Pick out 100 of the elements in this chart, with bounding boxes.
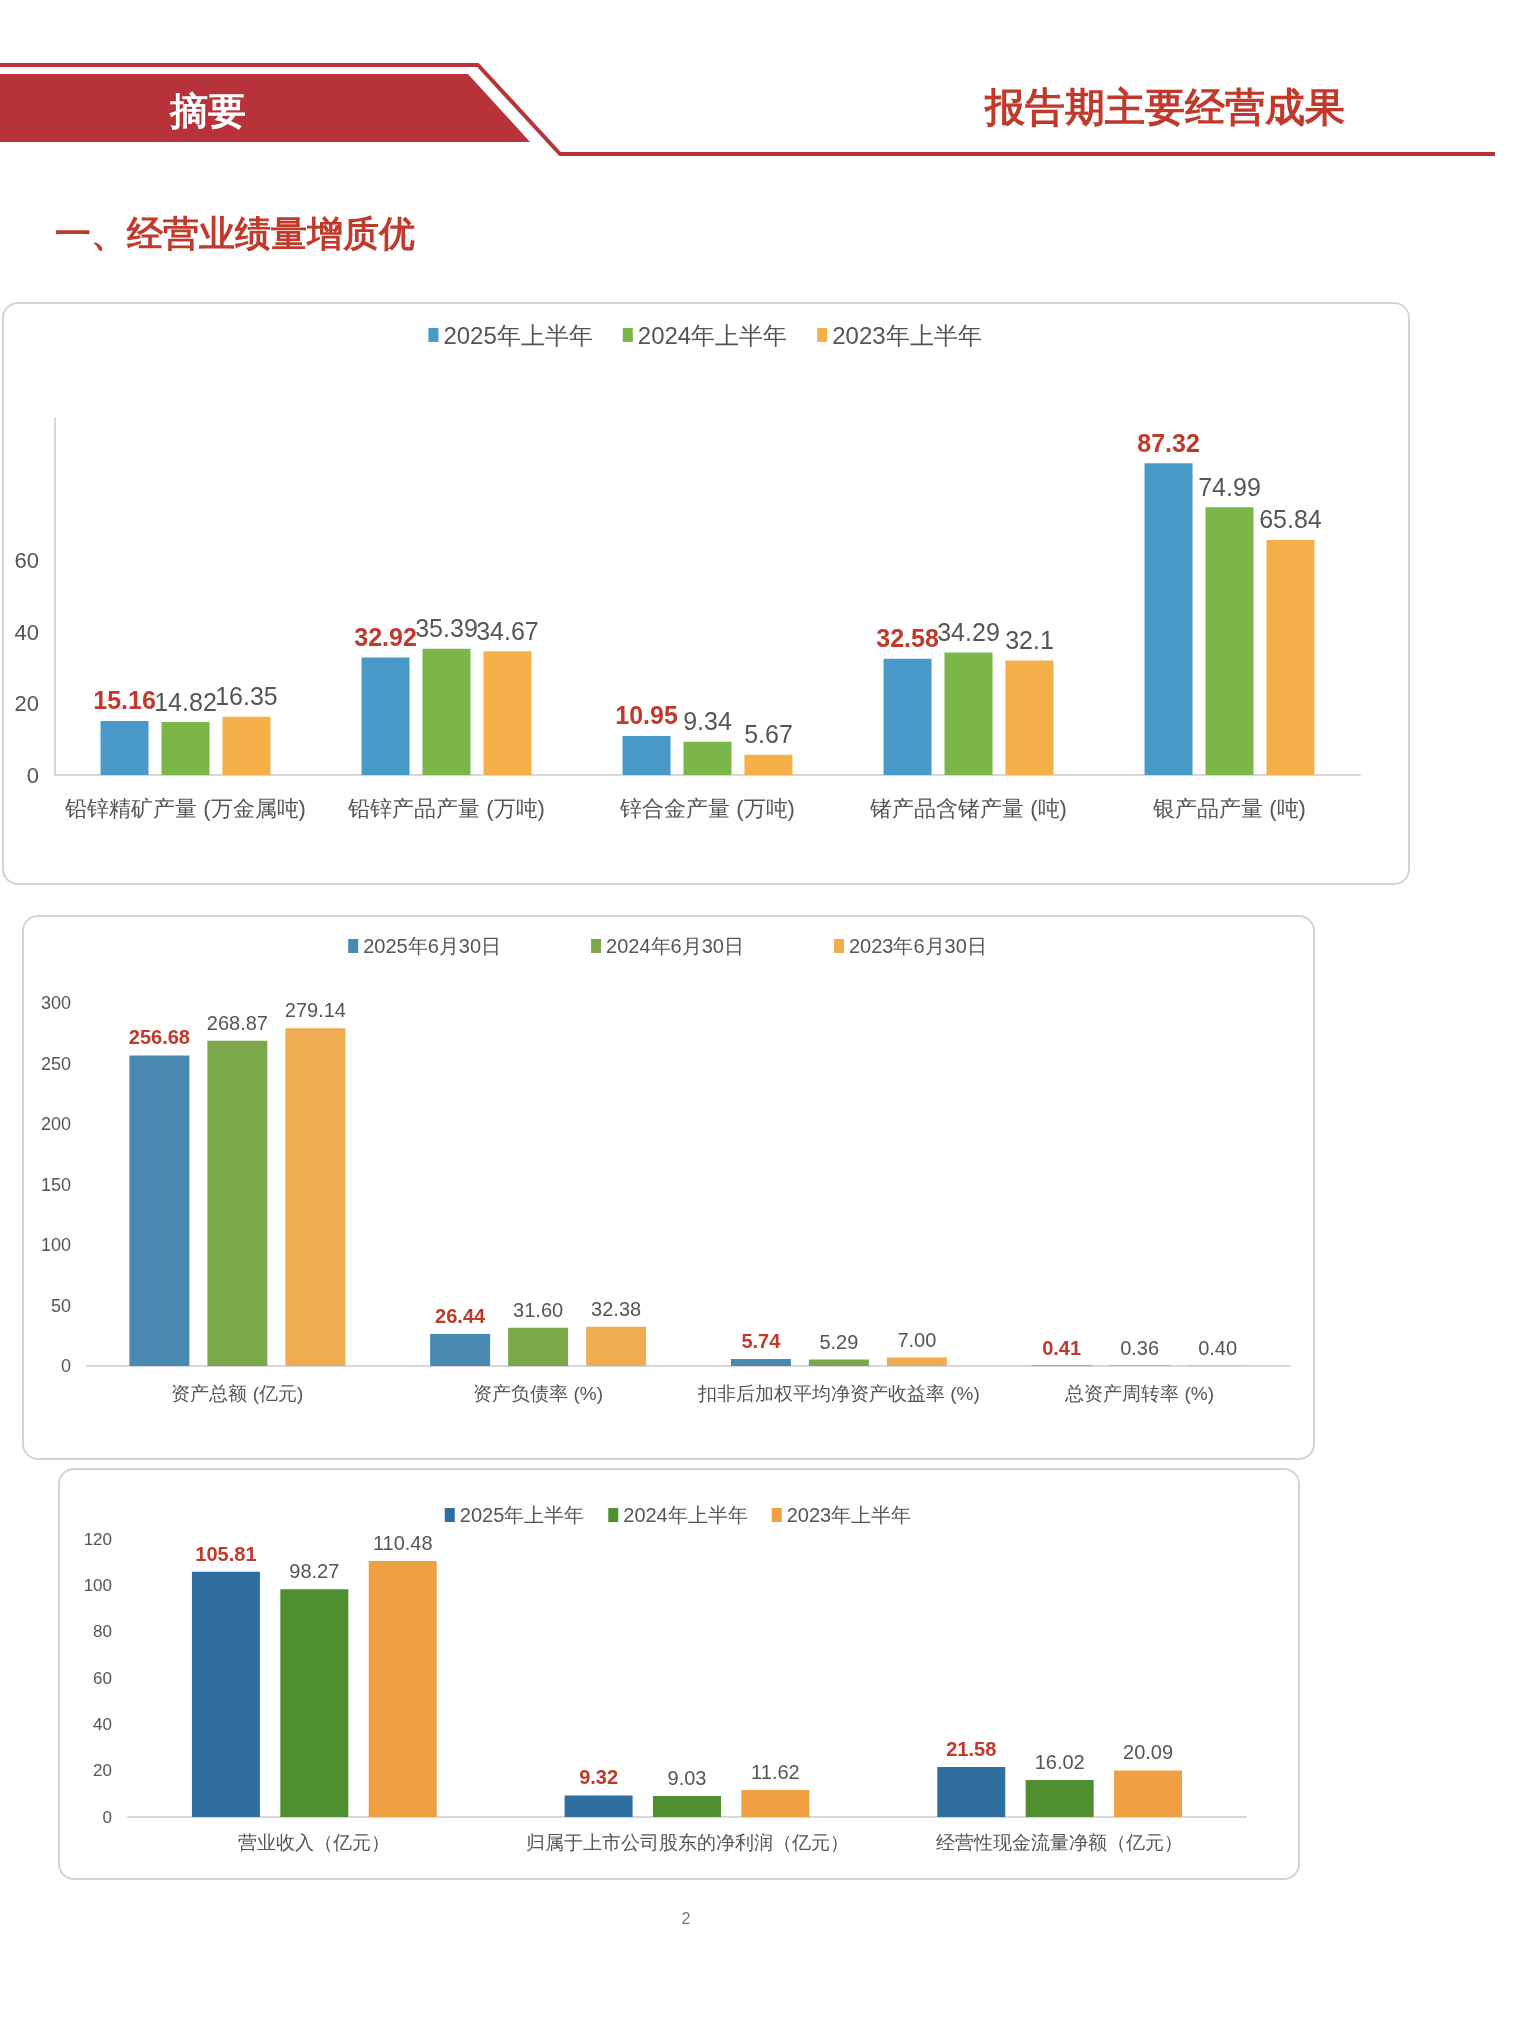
x-tick-label: 锗产品含锗产量 (吨) [869,795,1067,821]
bar [744,754,793,775]
data-label: 105.81 [195,1542,257,1565]
y-tick-label: 250 [40,1053,71,1074]
bar [808,1359,869,1366]
legend-label: 2023年上半年 [786,1504,912,1526]
x-tick-label: 经营性现金流量净额（亿元） [936,1832,1184,1853]
legend-label: 2024年上半年 [623,1504,748,1526]
bar [285,1028,346,1366]
bar [886,1357,947,1366]
x-tick-label: 营业收入（亿元） [238,1832,391,1853]
legend-label: 2024年上半年 [637,321,788,349]
data-label: 10.95 [615,701,678,730]
bar [207,1040,268,1366]
data-label: 87.32 [1137,428,1200,457]
bar [683,741,732,775]
data-label: 74.99 [1198,472,1261,501]
data-label: 15.16 [93,686,156,715]
y-tick-label: 0 [26,762,39,788]
text: 摘要 [170,89,246,134]
data-label: 268.87 [206,1011,268,1034]
bar [100,720,149,775]
data-label: 20.09 [1123,1741,1174,1764]
bar [653,1796,721,1817]
bar [161,722,210,775]
data-label: 35.39 [415,614,478,643]
bar [944,652,993,775]
legend-label: 2023年6月30日 [848,935,987,957]
bar [883,658,932,775]
x-tick-label: 资产总额 (亿元) [171,1383,304,1404]
data-label: 9.03 [667,1767,707,1790]
data-label: 11.62 [751,1761,800,1784]
data-label: 110.48 [372,1532,433,1555]
x-tick-label: 铅锌精矿产量 (万金属吨) [64,795,306,821]
data-label: 0.36 [1120,1336,1160,1359]
y-tick-label: 20 [93,1761,112,1781]
data-label: 16.02 [1034,1750,1085,1773]
bar [1025,1779,1094,1817]
data-label: 98.27 [289,1560,340,1583]
bar [191,1571,260,1817]
bar [1205,507,1254,775]
data-label: 7.00 [897,1328,937,1351]
y-tick-label: 150 [40,1174,71,1195]
data-label: 21.58 [946,1738,997,1761]
x-tick-label: 归属于上市公司股东的净利润（亿元） [525,1832,849,1853]
bar [422,648,471,775]
data-label: 9.34 [683,707,732,736]
legend-label: 2025年上半年 [443,321,593,349]
data-label: 32.1 [1005,625,1054,654]
bar [222,716,271,775]
data-label: 31.60 [513,1298,564,1321]
bar [937,1767,1006,1817]
bar [129,1055,190,1366]
y-tick-label: 40 [93,1714,112,1734]
bar [730,1359,791,1366]
bar [368,1561,437,1817]
bar [1266,539,1315,775]
x-tick-label: 总资产周转率 (%) [1064,1383,1215,1404]
data-label: 0.40 [1198,1336,1238,1359]
data-label: 34.29 [937,618,1000,647]
data-label: 32.58 [876,624,939,653]
data-label: 32.38 [591,1297,642,1320]
bar [622,735,671,775]
data-label: 26.44 [435,1305,487,1328]
x-tick-label: 资产负债率 (%) [473,1383,604,1404]
data-label: 16.35 [215,682,278,711]
bar [1114,1770,1183,1817]
bar [741,1790,810,1817]
data-label: 34.67 [476,616,539,645]
legend-label: 2025年上半年 [459,1504,585,1526]
y-tick-label: 100 [83,1575,112,1595]
y-tick-label: 0 [60,1356,71,1376]
x-tick-label: 扣非后加权平均净资产收益率 (%) [696,1383,980,1404]
bar [586,1326,647,1366]
bar [1005,660,1054,775]
y-tick-label: 60 [93,1668,112,1688]
data-label: 14.82 [154,687,217,716]
y-tick-label: 300 [40,993,71,1013]
legend-label: 2025年6月30日 [363,935,502,957]
data-label: 5.67 [744,720,793,749]
y-tick-label: 80 [93,1622,112,1642]
x-tick-label: 银产品产量 (吨) [1152,795,1306,821]
bar [1144,463,1193,775]
bar [508,1327,569,1366]
chart-title: 一、经营业绩量增质优 [55,212,415,256]
bar [361,657,410,775]
data-label: 5.29 [819,1330,859,1353]
bar [430,1334,491,1366]
y-tick-label: 120 [83,1529,112,1549]
data-label: 279.14 [284,999,346,1022]
y-tick-label: 200 [40,1114,71,1134]
y-tick-label: 50 [50,1295,71,1316]
data-label: 32.92 [354,622,417,651]
y-tick-label: 0 [102,1807,112,1827]
bar [483,651,532,775]
x-tick-label: 铅锌产品产量 (万吨) [347,795,545,821]
bar [564,1795,633,1817]
y-tick-label: 20 [14,691,39,717]
y-tick-label: 100 [40,1235,71,1255]
data-label: 65.84 [1259,505,1322,534]
